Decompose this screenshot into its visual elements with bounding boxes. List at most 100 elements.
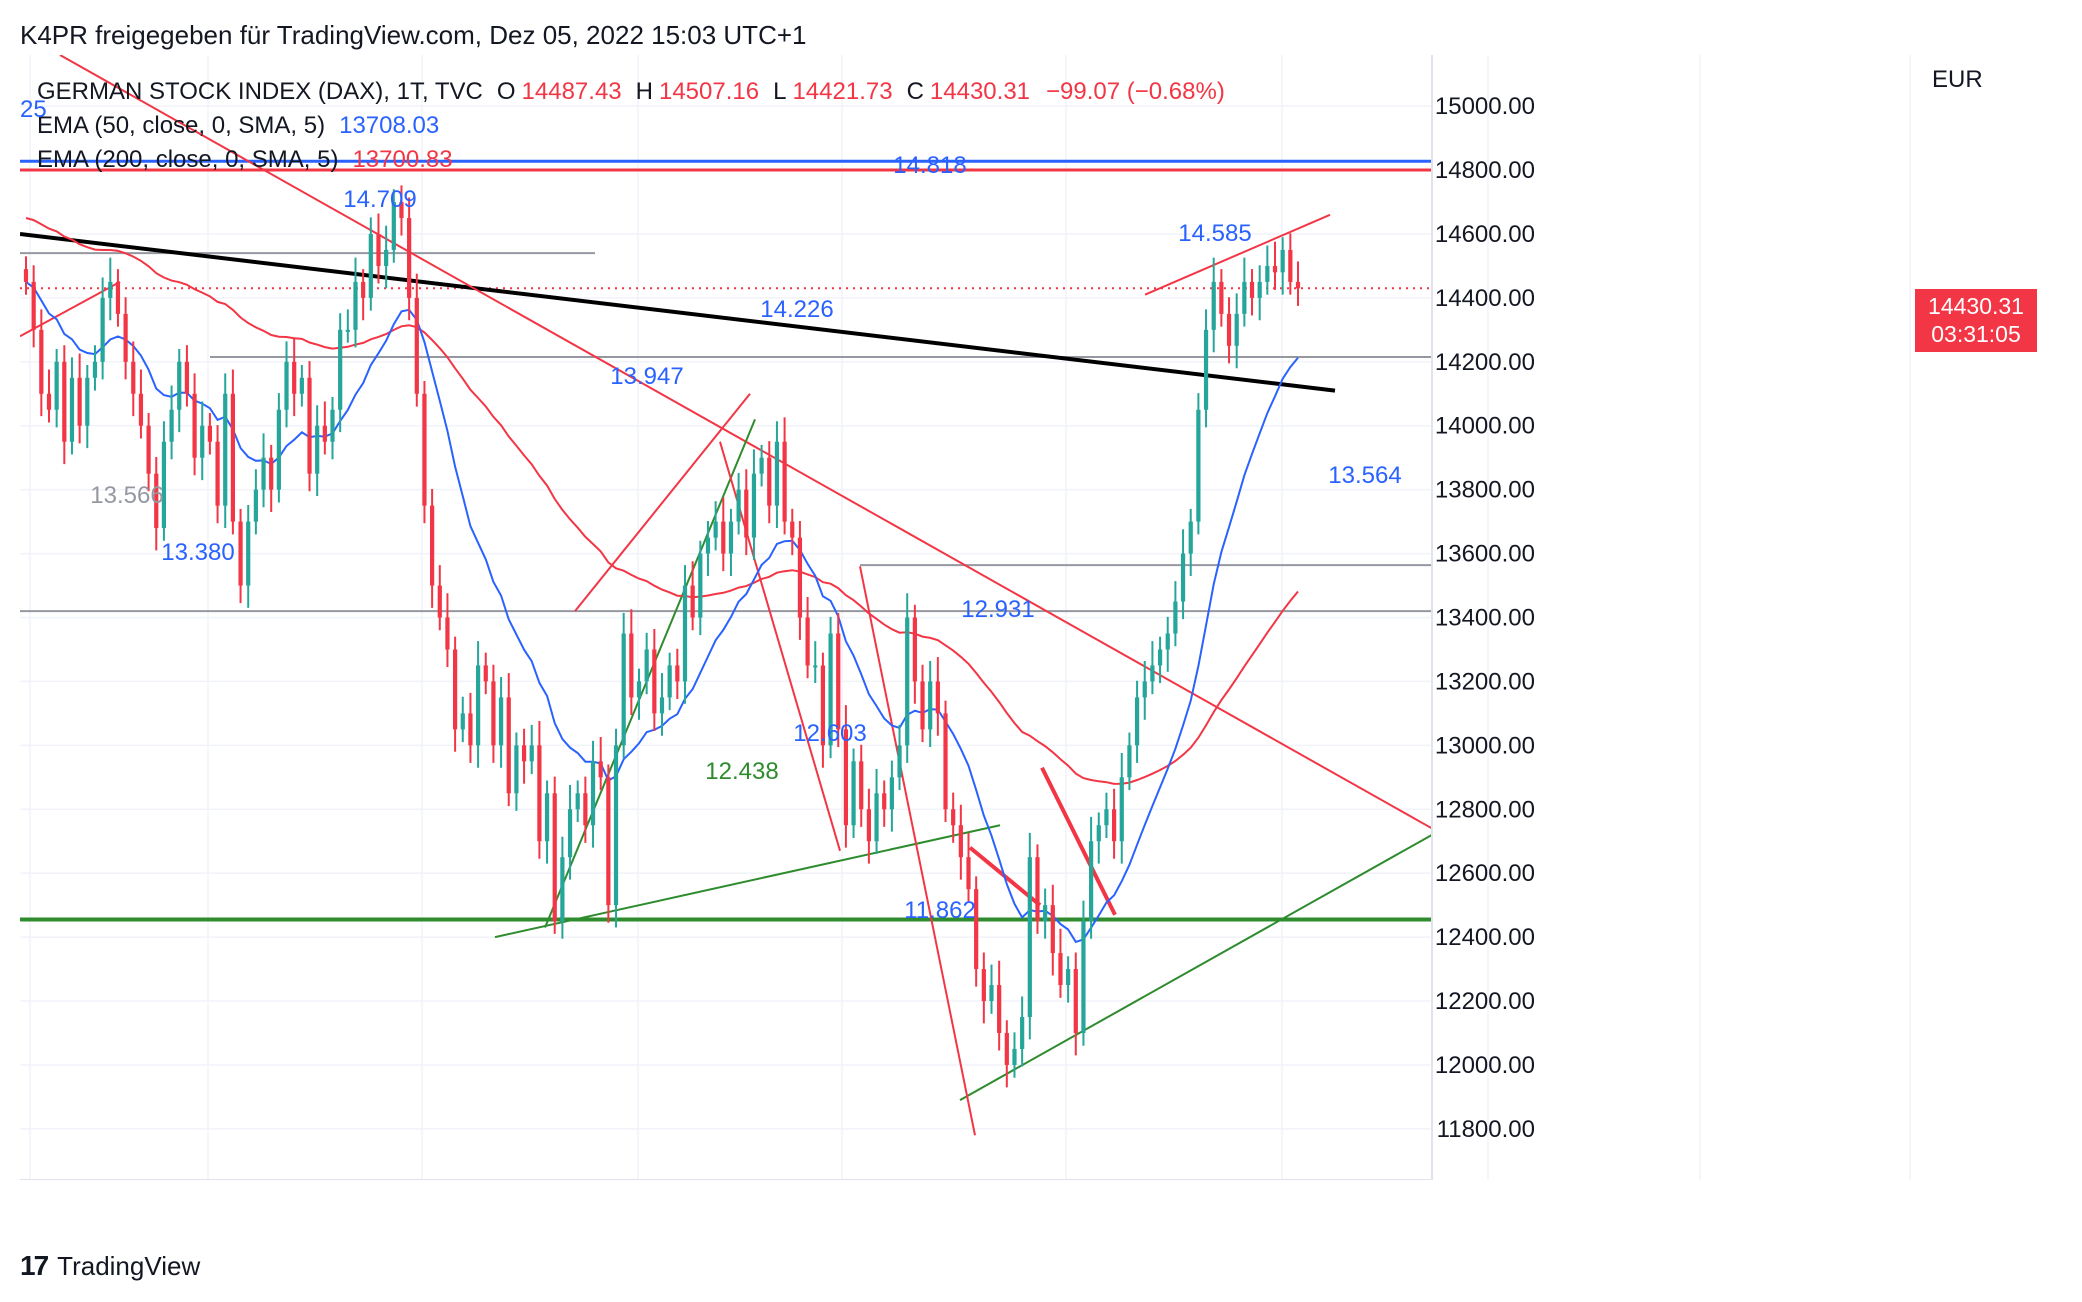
candle-body: [1257, 281, 1262, 298]
candle-body: [1295, 281, 1301, 289]
change-value: −99.07 (−0.68%): [1046, 78, 1225, 105]
y-tick-label: 13200.00: [1435, 668, 1535, 695]
candle-body: [705, 537, 711, 554]
candle-body: [1058, 953, 1063, 986]
candle-body: [575, 793, 580, 810]
candle-body: [1150, 665, 1155, 682]
candle-body: [1211, 281, 1216, 330]
candle-body: [299, 377, 304, 394]
candle-body: [1096, 825, 1101, 842]
y-tick-label: 13400.00: [1435, 605, 1535, 632]
candle-body: [958, 825, 963, 858]
black-trendline: [20, 231, 1336, 393]
candle-body: [897, 745, 902, 778]
y-tick-label: 14800.00: [1435, 157, 1535, 184]
candle-body: [1035, 857, 1040, 922]
candle-body: [828, 633, 833, 746]
candle-body: [184, 361, 190, 394]
candle-body: [1089, 841, 1094, 922]
candle-body: [246, 521, 251, 586]
currency-unit: EUR: [1932, 66, 1983, 93]
candle-body: [675, 665, 680, 682]
candle-body: [345, 329, 350, 332]
candle-body: [521, 745, 527, 762]
tradingview-logo-icon[interactable]: 17: [20, 1250, 49, 1281]
y-tick-label: 11800.00: [1437, 1116, 1535, 1143]
chart-legend: GERMAN STOCK INDEX (DAX), 1T, TVC O 14487…: [37, 75, 1225, 177]
candle-body: [698, 553, 703, 618]
green-uptrend-line: [959, 833, 1433, 1101]
candle-body: [54, 361, 59, 410]
candle-body: [92, 361, 98, 378]
candle-body: [253, 489, 258, 522]
candle-body: [131, 361, 136, 394]
candle-body: [353, 281, 358, 330]
last-price: 14430.31: [1928, 293, 2024, 319]
candle-body: [567, 809, 573, 858]
y-tick-label: 12400.00: [1435, 924, 1535, 951]
high-label: H: [635, 78, 653, 105]
price-annotation: 13.380: [161, 539, 234, 566]
candle-body: [269, 457, 274, 490]
price-annotation: 12.438: [705, 758, 778, 785]
price-annotation: 14.226: [760, 296, 833, 323]
candle-body: [774, 441, 780, 506]
candle-body: [368, 233, 373, 298]
price-annotation: 12.603: [793, 720, 866, 747]
y-tick-label: 13600.00: [1435, 541, 1535, 568]
candle-body: [636, 681, 642, 698]
candle-body: [1234, 313, 1239, 346]
price-chart[interactable]: 14.818 14.709 14.585 14.226 13.947 13.566 13.5…: [20, 55, 1912, 1180]
candle-body: [1020, 1017, 1025, 1049]
candle-body: [483, 665, 488, 682]
candle-body: [851, 761, 856, 826]
candle-body: [1280, 249, 1285, 273]
price-annotation: 14.585: [1178, 220, 1251, 247]
candle-body: [866, 809, 871, 842]
y-tick-label: 15000.00: [1435, 93, 1535, 120]
candle-body: [1127, 745, 1132, 778]
candle-body: [935, 681, 940, 714]
candle-body: [506, 697, 511, 794]
candle-body: [77, 377, 82, 426]
candle-body: [1288, 249, 1293, 282]
candle-body: [23, 269, 29, 282]
price-annotation: 11.862: [904, 897, 976, 924]
candle-body: [307, 377, 312, 474]
candle-body: [238, 521, 243, 586]
candle-body: [974, 889, 979, 970]
candle-body: [460, 713, 465, 730]
candle-body: [376, 233, 381, 266]
candle-body: [1173, 601, 1178, 634]
price-annotation: 14.818: [893, 152, 966, 179]
candle-body: [261, 457, 266, 490]
candle-body: [115, 281, 121, 314]
tradingview-brand[interactable]: TradingView: [57, 1250, 201, 1281]
candle-body: [123, 313, 128, 362]
candle-body: [322, 425, 327, 442]
candle-body: [284, 361, 289, 410]
candle-body: [169, 409, 174, 442]
y-tick-label: 14400.00: [1435, 285, 1535, 312]
candle-body: [1180, 553, 1186, 602]
candle-body: [154, 473, 159, 529]
candle-body: [215, 441, 220, 506]
candle-body: [1050, 905, 1055, 954]
candle-body: [652, 649, 657, 714]
red-flag-line-2: [1040, 766, 1117, 916]
low-value: 14421.73: [792, 78, 893, 105]
candle-body: [1265, 265, 1270, 282]
ema200-label: EMA (200, close, 0, SMA, 5): [37, 146, 339, 173]
candle-body: [437, 585, 442, 618]
candle-body: [422, 393, 427, 506]
candle-body: [177, 361, 182, 410]
symbol-name: GERMAN STOCK INDEX (DAX), 1T, TVC: [37, 78, 483, 105]
y-tick-label: 14600.00: [1435, 221, 1535, 248]
price-annotation: 12.931: [961, 596, 1034, 623]
candle-body: [430, 505, 435, 586]
candle-body: [491, 681, 496, 746]
candle-body: [529, 745, 534, 762]
y-tick-label: 12000.00: [1435, 1052, 1535, 1079]
candle-body: [330, 409, 335, 442]
